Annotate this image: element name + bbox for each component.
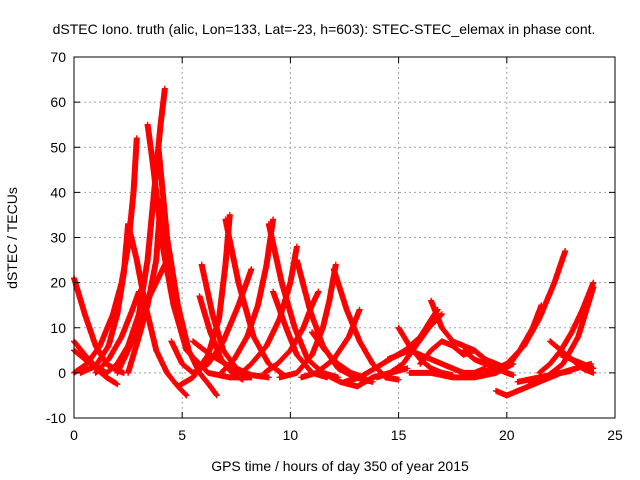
series-12-markers <box>92 288 142 376</box>
series-45 <box>557 351 597 372</box>
series-4-markers <box>77 221 132 376</box>
series-31-markers <box>374 311 445 381</box>
y-tick-label: 20 <box>50 275 66 291</box>
y-tick-label: 50 <box>50 139 66 155</box>
series-11-markers <box>114 257 171 376</box>
y-tick-label: 70 <box>50 49 66 65</box>
series-40-markers <box>503 302 545 372</box>
series-31 <box>374 311 445 381</box>
x-tick-label: 20 <box>499 427 515 443</box>
series-24 <box>261 288 322 376</box>
series-32-markers <box>384 347 489 376</box>
series-11 <box>114 257 171 376</box>
x-tick-label: 25 <box>607 427 623 443</box>
series-27 <box>298 306 363 381</box>
series-27-markers <box>298 306 363 381</box>
y-axis-label: dSTEC / TECUs <box>4 187 20 289</box>
data-marks <box>71 85 597 399</box>
series-40 <box>503 302 545 372</box>
series-43 <box>536 279 597 376</box>
x-axis-label: GPS time / hours of day 350 of year 2015 <box>211 458 469 474</box>
series-4 <box>77 221 132 376</box>
series-45-markers <box>557 351 597 372</box>
y-tick-label: -10 <box>46 410 66 426</box>
x-tick-label: 10 <box>283 427 299 443</box>
series-12 <box>92 288 142 376</box>
series-43-markers <box>536 279 597 376</box>
y-tick-label: 0 <box>58 365 66 381</box>
x-tick-label: 15 <box>391 427 407 443</box>
y-tick-label: 10 <box>50 320 66 336</box>
series-32 <box>384 347 489 376</box>
y-tick-label: 30 <box>50 230 66 246</box>
x-tick-label: 5 <box>178 427 186 443</box>
x-tick-label: 0 <box>70 427 78 443</box>
series-9-markers <box>155 144 220 399</box>
y-tick-label: 60 <box>50 94 66 110</box>
y-tick-label: 40 <box>50 184 66 200</box>
series-9 <box>155 144 220 399</box>
chart-title: dSTEC Iono. truth (alic, Lon=133, Lat=-2… <box>53 21 596 37</box>
series-24-markers <box>261 288 322 376</box>
